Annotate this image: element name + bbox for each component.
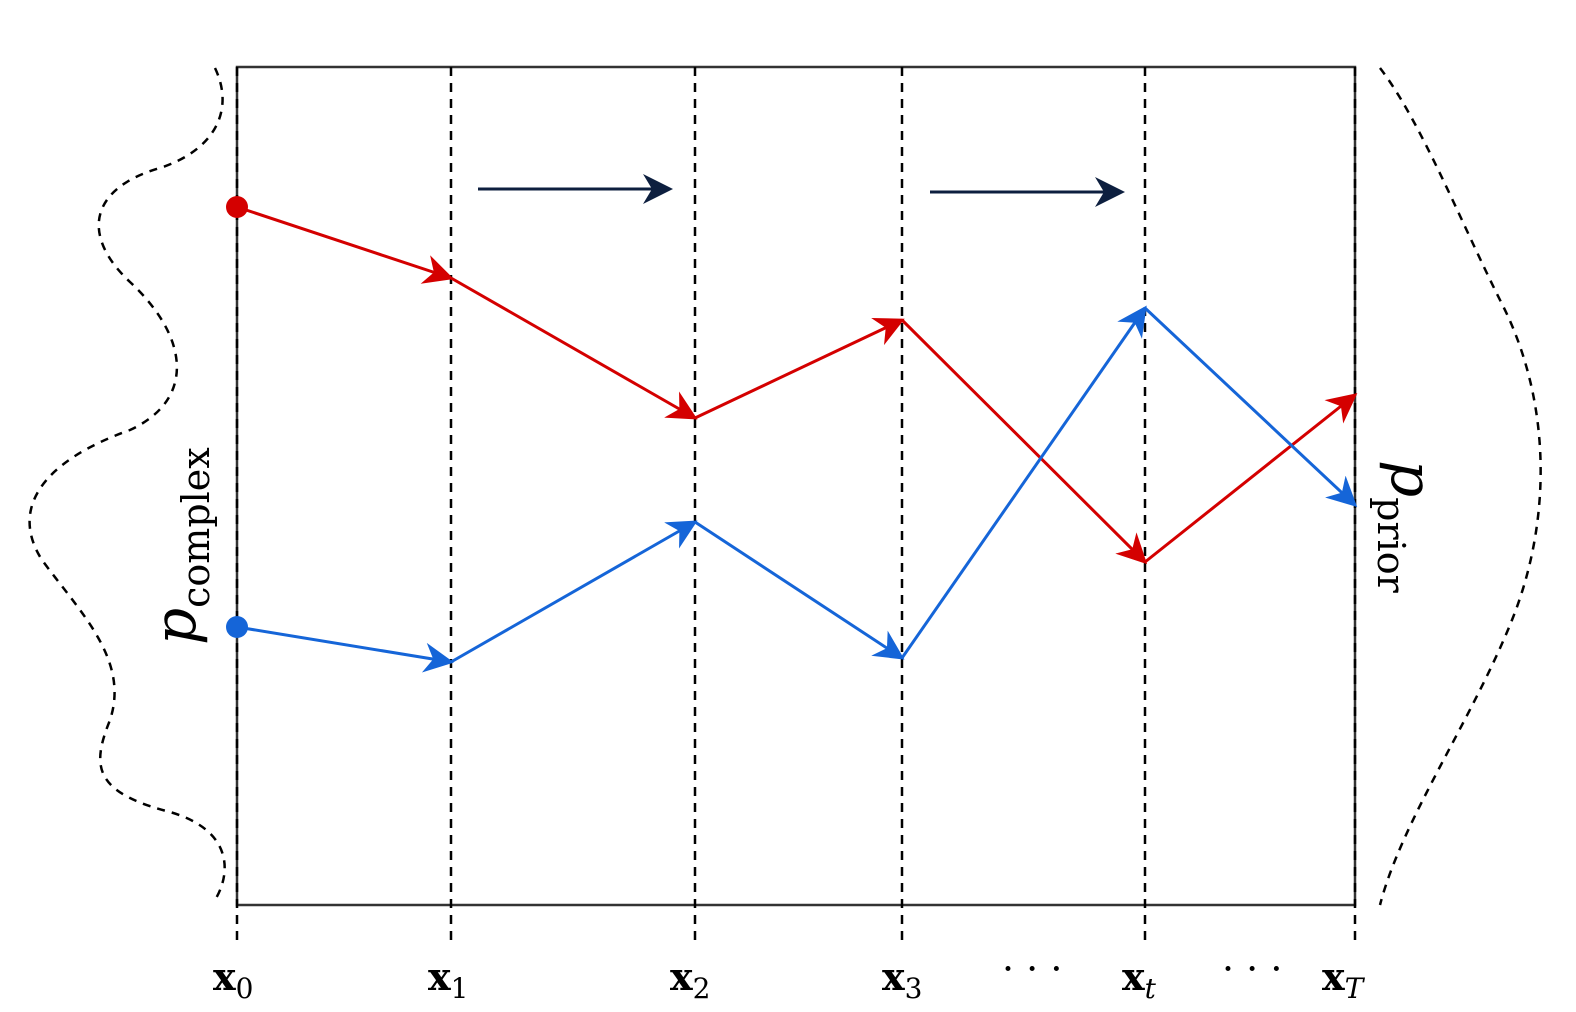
complex-distribution-curve [28, 67, 226, 901]
red-trajectory-segment [1144, 393, 1358, 564]
step-label-xt: xt [1122, 954, 1157, 1005]
red-trajectory-segment [236, 205, 454, 284]
red-start-point [226, 196, 248, 218]
ellipsis-2: · · · [1222, 947, 1282, 991]
step-label-x3: x3 [882, 954, 922, 1005]
red-trajectory-segment [450, 276, 698, 420]
blue-trajectory-segment [900, 305, 1147, 659]
p-complex-label: pcomplex [141, 447, 218, 645]
red-trajectory-segment [900, 318, 1148, 565]
step-label-x0: x0 [213, 954, 253, 1005]
frame [235, 65, 1357, 907]
prior-distribution-curve [1378, 67, 1542, 906]
blue-start-point [226, 616, 248, 638]
step-label-x2: x2 [670, 954, 710, 1005]
blue-trajectory-segment [450, 520, 698, 664]
ellipsis-1: · · · [1002, 947, 1062, 991]
blue-trajectory-segment [1143, 306, 1358, 508]
step-label-xT: xT [1322, 954, 1366, 1005]
time-step-lines [235, 67, 1357, 942]
red-trajectory-segment [694, 317, 905, 420]
blue-trajectory-segment [236, 625, 454, 673]
blue-trajectory-segment [694, 520, 905, 660]
step-label-x1: x1 [428, 954, 468, 1005]
p-prior-label: pprior [1369, 460, 1446, 594]
